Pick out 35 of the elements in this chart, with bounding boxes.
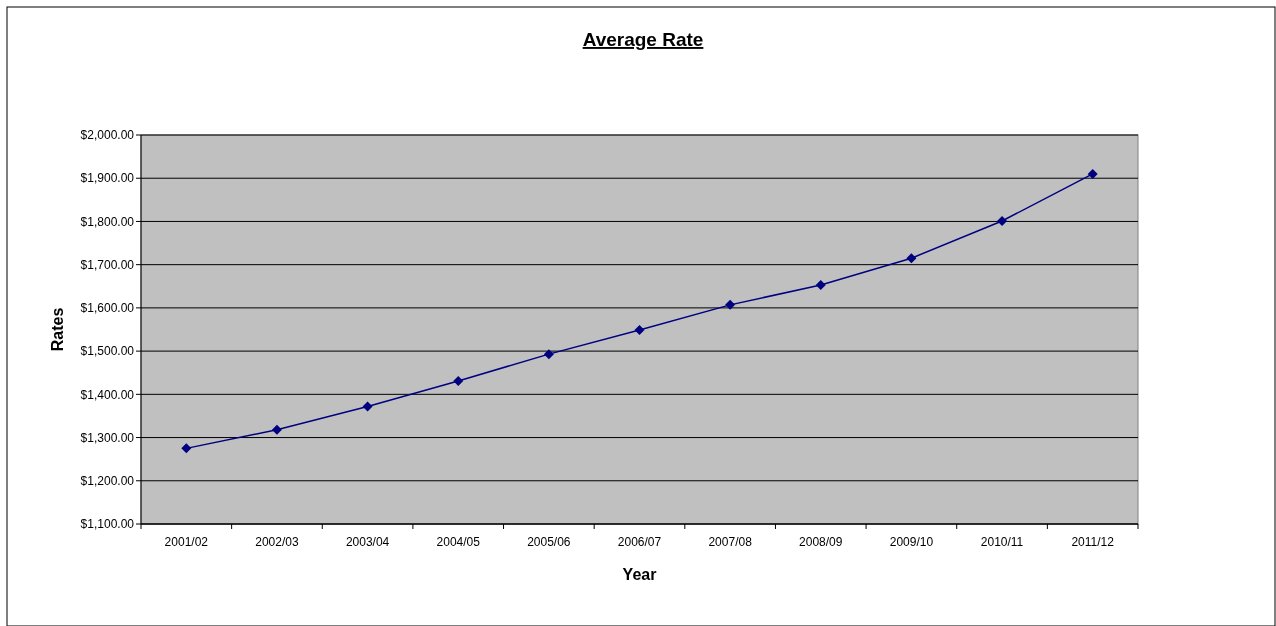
y-tick-label: $1,300.00 — [80, 430, 135, 445]
point — [271, 424, 282, 435]
point — [725, 299, 736, 310]
y-tick-label: $1,500.00 — [80, 344, 135, 359]
point — [815, 279, 826, 290]
y-tick-label: $1,600.00 — [80, 301, 135, 316]
x-tick-label: 2005/06 — [527, 535, 571, 549]
point — [1087, 168, 1098, 179]
x-tick-label: 2001/02 — [164, 535, 209, 549]
chart-title: Average Rate — [582, 29, 704, 50]
y-tick-label: $2,000.00 — [80, 128, 135, 143]
y-tick-label: $1,800.00 — [80, 214, 135, 229]
y-tick-label: $1,400.00 — [80, 387, 135, 402]
x-tick-label: 2007/08 — [708, 535, 753, 549]
x-tick-label: 2004/05 — [436, 535, 481, 549]
point — [543, 349, 554, 360]
point — [181, 443, 192, 454]
y-axis-title: Rates — [49, 307, 66, 352]
point — [362, 401, 373, 412]
x-tick-label: 2006/07 — [617, 535, 662, 549]
y-tick-label: $1,100.00 — [80, 517, 135, 532]
x-axis-title: Year — [622, 566, 657, 583]
x-tick-label: 2011/12 — [1071, 535, 1115, 549]
point — [634, 324, 645, 335]
y-tick-label: $1,900.00 — [80, 171, 135, 186]
x-tick-label: 2009/10 — [889, 535, 934, 549]
point — [453, 375, 464, 386]
x-tick-label: 2002/03 — [255, 535, 299, 549]
y-tick-label: $1,200.00 — [80, 473, 135, 488]
x-tick-label: 2010/11 — [980, 535, 1024, 549]
x-tick-label: 2008/09 — [799, 535, 843, 549]
point — [997, 216, 1008, 227]
x-tick-label: 2003/04 — [345, 535, 390, 549]
point — [906, 253, 917, 264]
y-tick-label: $1,700.00 — [80, 257, 135, 272]
